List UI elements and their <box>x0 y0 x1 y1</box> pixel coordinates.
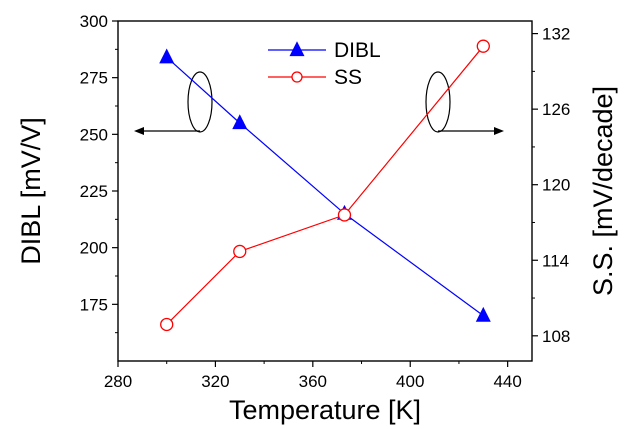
y-right-tick-label: 120 <box>542 176 570 195</box>
point-dibl <box>159 48 175 64</box>
plot-border <box>117 20 533 362</box>
x-axis-title: Temperature [K] <box>229 395 421 425</box>
x-tick-label: 280 <box>104 372 132 391</box>
y-left-tick-label: 175 <box>80 295 108 314</box>
y-right-tick-label: 114 <box>542 251 569 270</box>
y-left-tick-label: 275 <box>80 69 108 88</box>
right-axis-arrow-head <box>494 127 504 135</box>
y-right-tick-label: 108 <box>542 327 570 346</box>
y-right-tick-label: 132 <box>542 25 570 44</box>
x-tick-label: 320 <box>201 372 229 391</box>
legend-marker-dibl <box>289 41 305 57</box>
point-dibl <box>232 114 248 130</box>
point-ss <box>233 244 247 259</box>
axis-annotations <box>134 71 504 135</box>
x-tick-label: 360 <box>299 372 327 391</box>
y-left-tick-label: 250 <box>80 125 108 144</box>
point-dibl <box>475 306 491 322</box>
left-axis-arrow-head <box>134 127 144 135</box>
y-axis-right-title: S.S. [mV/decade] <box>588 86 618 296</box>
series-line-ss <box>166 45 484 325</box>
series-layer <box>159 39 491 332</box>
legend-marker-ss <box>291 71 303 83</box>
y-left-tick-label: 225 <box>80 182 108 201</box>
y-left-tick-label: 200 <box>80 239 108 258</box>
series-line-dibl <box>166 56 484 317</box>
y-left-tick-label: 300 <box>80 12 108 31</box>
legend-label-dibl: DIBL <box>334 39 381 62</box>
point-ss <box>337 208 352 222</box>
axis-ticks: 280 320 360 400 440 175 200 225 250 275 300 108 114 1… <box>80 12 571 391</box>
y-right-tick-label: 126 <box>542 100 570 119</box>
point-ss <box>476 39 490 53</box>
x-tick-label: 400 <box>396 372 424 391</box>
left-axis-indicator-ellipse <box>187 71 213 133</box>
legend: DIBL SS <box>268 39 381 89</box>
point-ss <box>160 317 174 332</box>
plot-frame <box>117 20 533 362</box>
y-axis-left-title: DIBL [mV/V] <box>16 117 46 265</box>
legend-label-ss: SS <box>334 66 362 89</box>
right-axis-indicator-ellipse <box>425 71 451 133</box>
x-tick-label: 440 <box>493 372 521 391</box>
